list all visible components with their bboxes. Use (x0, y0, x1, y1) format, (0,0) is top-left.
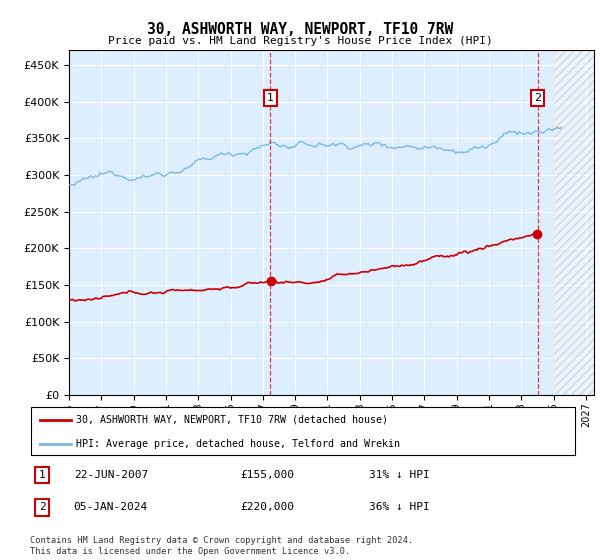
Text: Price paid vs. HM Land Registry's House Price Index (HPI): Price paid vs. HM Land Registry's House … (107, 36, 493, 46)
Text: 1: 1 (267, 93, 274, 103)
Text: This data is licensed under the Open Government Licence v3.0.: This data is licensed under the Open Gov… (30, 547, 350, 556)
Text: HPI: Average price, detached house, Telford and Wrekin: HPI: Average price, detached house, Telf… (76, 439, 400, 449)
Text: 1: 1 (38, 470, 46, 480)
Text: 30, ASHWORTH WAY, NEWPORT, TF10 7RW (detached house): 30, ASHWORTH WAY, NEWPORT, TF10 7RW (det… (76, 414, 388, 424)
Text: 05-JAN-2024: 05-JAN-2024 (74, 502, 148, 512)
Text: £220,000: £220,000 (240, 502, 294, 512)
Text: 30, ASHWORTH WAY, NEWPORT, TF10 7RW: 30, ASHWORTH WAY, NEWPORT, TF10 7RW (147, 22, 453, 38)
Bar (554, 50, 594, 395)
Text: 2: 2 (534, 93, 541, 103)
FancyBboxPatch shape (31, 407, 575, 455)
Text: 31% ↓ HPI: 31% ↓ HPI (368, 470, 429, 480)
Text: 2: 2 (38, 502, 46, 512)
Text: 36% ↓ HPI: 36% ↓ HPI (368, 502, 429, 512)
Text: £155,000: £155,000 (240, 470, 294, 480)
Text: 22-JUN-2007: 22-JUN-2007 (74, 470, 148, 480)
Text: Contains HM Land Registry data © Crown copyright and database right 2024.: Contains HM Land Registry data © Crown c… (30, 536, 413, 545)
